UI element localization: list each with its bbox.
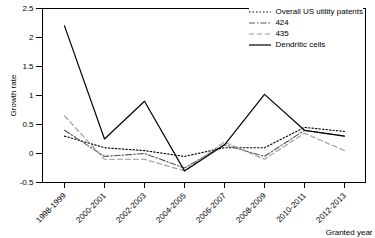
svg-text:-0.5: -0.5: [20, 178, 34, 187]
svg-text:2002-2003: 2002-2003: [114, 191, 148, 225]
svg-text:2012-2013: 2012-2013: [314, 191, 348, 225]
svg-text:2.5: 2.5: [22, 4, 34, 13]
html-text:435: 435: [275, 29, 289, 38]
svg-text:2010-2011: 2010-2011: [275, 191, 308, 224]
svg-text:0.5: 0.5: [22, 120, 34, 129]
svg-text:2006-2007: 2006-2007: [194, 191, 228, 225]
svg-text:2: 2: [29, 33, 34, 42]
svg-text:1.5: 1.5: [22, 62, 34, 71]
html-text:Overall US utility patents: Overall US utility patents: [275, 7, 363, 16]
html-text:424: 424: [275, 18, 289, 27]
html-text:Dendritic cells: Dendritic cells: [275, 40, 326, 49]
svg-text:0: 0: [29, 149, 34, 158]
svg-text:2000-2001: 2000-2001: [74, 191, 108, 225]
svg-text:Growth rate: Growth rate: [9, 74, 18, 116]
svg-text:1: 1: [29, 91, 34, 100]
svg-text:2004-2005: 2004-2005: [154, 191, 188, 225]
svg-text:Granted year: Granted year: [326, 228, 373, 237]
svg-text:1998-1999: 1998-1999: [34, 191, 68, 225]
svg-text:2008-2009: 2008-2009: [234, 191, 268, 225]
